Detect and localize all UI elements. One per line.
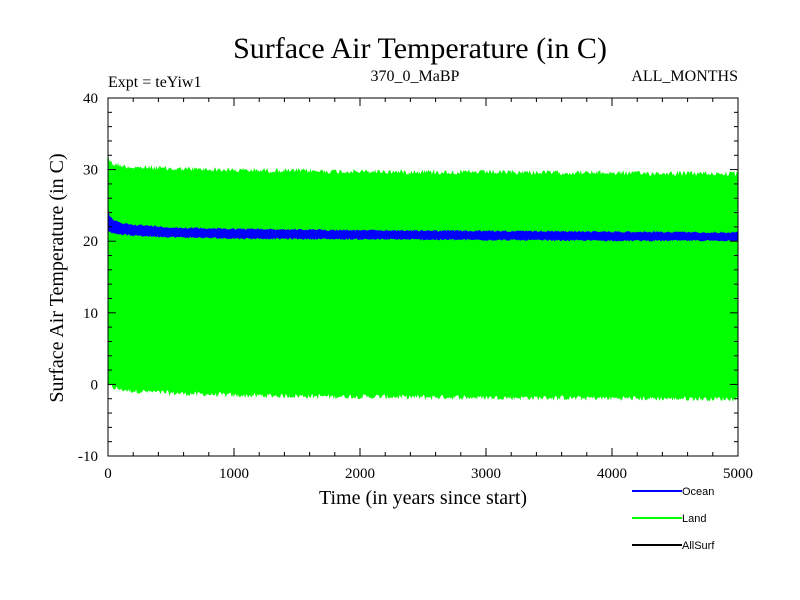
x-tick-labels: 0 1000 2000 3000 4000 5000 — [104, 466, 753, 482]
x-tick-label: 2000 — [345, 466, 375, 482]
y-tick-labels: -10 0 10 20 30 40 — [78, 91, 98, 465]
experiment-label: Expt = teYiw1 — [108, 74, 201, 91]
data-bands — [107, 154, 739, 402]
plot-frame — [107, 97, 739, 457]
chart-title: Surface Air Temperature (in C) — [233, 32, 607, 65]
age-label: 370_0_MaBP — [371, 68, 460, 85]
y-tick-label: 10 — [83, 306, 98, 322]
y-tick-label: 40 — [83, 91, 98, 107]
y-tick-label: 20 — [83, 234, 98, 250]
series-band-land — [107, 154, 739, 402]
axis-ticks — [107, 97, 739, 457]
legend-label-allsurf: AllSurf — [682, 540, 715, 552]
x-tick-label: 3000 — [471, 466, 501, 482]
legend: Ocean Land AllSurf — [632, 486, 715, 552]
y-tick-label: 0 — [91, 377, 99, 393]
legend-label-land: Land — [682, 513, 706, 525]
x-tick-label: 1000 — [219, 466, 249, 482]
y-tick-label: -10 — [78, 449, 98, 465]
y-axis-label: Surface Air Temperature (in C) — [46, 153, 68, 402]
x-tick-label: 0 — [104, 466, 112, 482]
y-tick-label: 30 — [83, 163, 98, 179]
x-axis-label: Time (in years since start) — [319, 487, 527, 509]
legend-label-ocean: Ocean — [682, 486, 714, 498]
months-label: ALL_MONTHS — [631, 68, 738, 85]
x-tick-label: 4000 — [597, 466, 627, 482]
x-tick-label: 5000 — [723, 466, 753, 482]
